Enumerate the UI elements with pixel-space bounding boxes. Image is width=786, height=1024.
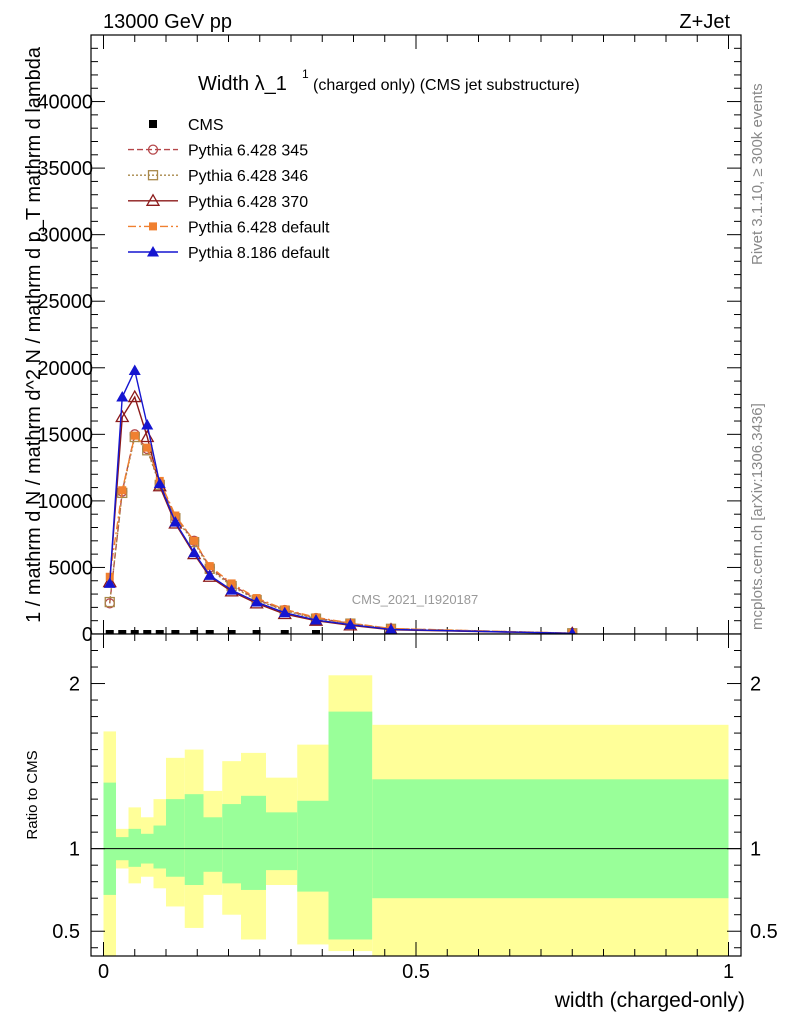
main-panel: 0 5000 10000 15000 20000 25000 30000 35000 40000… (37, 34, 742, 646)
data-point-py8 (169, 516, 182, 527)
main-ticks: 0 5000 10000 15000 20000 25000 30000 35000 40000 (37, 35, 741, 646)
data-point-py370 (115, 409, 130, 423)
ratio-band-inner (241, 795, 266, 890)
ratio-y-axis-label: Ratio to CMS (24, 750, 41, 839)
legend-marker-pydefault (149, 222, 157, 231)
data-point-py8 (250, 596, 263, 607)
data-point-py8 (128, 364, 141, 375)
data-point-pydefault (205, 562, 214, 571)
ratio-band-inner (166, 799, 185, 877)
ratio-band-inner (328, 711, 373, 940)
legend-label-py345: Pythia 6.428 345 (188, 143, 308, 160)
ratio-y-tick-label-right: 1 (750, 839, 761, 861)
data-point-pydefault (118, 486, 127, 495)
ratio-band-inner (372, 779, 729, 899)
ratio-band-inner (103, 782, 116, 895)
legend-marker-py345 (147, 144, 159, 155)
legend-marker-cms (149, 120, 157, 128)
data-point-pydefault (143, 443, 152, 452)
data-point-py8 (203, 569, 216, 580)
x-tick-label: 1 (723, 961, 734, 983)
data-point-py370 (127, 389, 142, 403)
legend-marker-py346 (147, 170, 159, 181)
main-y-tick-label: 35000 (37, 158, 93, 180)
main-y-tick-label: 30000 (37, 225, 93, 247)
mcplots-source-label: mcplots.cern.ch [arXiv:1306.3436] (749, 403, 766, 630)
data-point-py8 (278, 606, 291, 618)
main-series (102, 364, 580, 639)
ratio-band-inner (266, 812, 298, 871)
plot-title: Width λ_1 1 (charged only) (CMS jet subs… (198, 67, 580, 95)
title-superscript: 1 (302, 67, 309, 81)
main-y-tick-label: 15000 (37, 424, 93, 446)
main-y-tick-label: 10000 (37, 491, 93, 513)
title-main: Width λ_1 (198, 73, 287, 95)
data-point-py8 (188, 546, 201, 558)
data-point-pydefault (171, 511, 180, 520)
main-y-tick-label: 40000 (37, 92, 93, 114)
ratio-band-inner (203, 817, 223, 872)
ratio-band-inner (184, 794, 204, 885)
data-point-pydefault (130, 431, 139, 440)
x-axis-label: width (charged-only) (554, 989, 745, 1012)
analysis-watermark: CMS_2021_I1920187 (352, 592, 479, 607)
x-tick-label: 0 (98, 961, 109, 983)
main-y-tick-label: 25000 (37, 291, 93, 313)
series-py8 (103, 364, 579, 638)
data-point-py346 (104, 596, 115, 608)
ratio-band-inner (128, 828, 141, 867)
ratio-y-tick-label-left: 0.5 (52, 921, 80, 943)
ratio-band-inner (222, 804, 241, 884)
legend-label-cms: CMS (188, 117, 224, 134)
main-y-tick-label: 5000 (49, 557, 94, 579)
data-point-py8 (141, 419, 154, 430)
energy-label: 13000 GeV pp (103, 11, 232, 33)
main-plot-area (91, 35, 741, 634)
data-point-py8 (385, 623, 397, 634)
legend-label-py370: Pythia 6.428 370 (188, 194, 308, 211)
legend-label-py8: Pythia 8.186 default (188, 245, 330, 262)
x-tick-label: 0.5 (402, 961, 430, 983)
data-point-pydefault (227, 579, 236, 588)
ratio-y-tick-label-right: 2 (750, 674, 761, 696)
ratio-band-inner (297, 800, 329, 892)
main-y-tick-label: 0 (82, 624, 93, 646)
legend-marker-py370 (145, 193, 161, 206)
legend-label-py346: Pythia 6.428 346 (188, 168, 308, 185)
data-point-py8 (225, 584, 238, 595)
main-y-axis-label: 1 / mathrm d N / mathrm d^2 N / mathrm d… (23, 46, 45, 623)
ratio-ticks: 0.5 0.5 1 1 2 2 0 0.5 1 (52, 634, 778, 983)
data-point-pydefault (190, 536, 199, 545)
ratio-band-inner (153, 825, 166, 869)
data-point-py8 (153, 477, 166, 489)
data-point-py8 (103, 577, 116, 588)
ratio-bands (103, 675, 729, 956)
data-point-py8 (310, 614, 322, 625)
ratio-panel: 0.5 0.5 1 1 2 2 0 0.5 1 (52, 633, 778, 983)
ratio-y-tick-label-left: 2 (69, 674, 80, 696)
ratio-plot-frame (90, 633, 742, 957)
legend-label-pydefault: Pythia 6.428 default (188, 219, 330, 236)
process-label: Z+Jet (679, 11, 730, 33)
data-point-py8 (116, 391, 129, 402)
data-point-py8 (344, 618, 357, 630)
ratio-y-tick-label-right: 0.5 (750, 921, 778, 943)
legend-marker-py8 (147, 246, 159, 257)
title-subtitle: (charged only) (CMS jet substructure) (313, 77, 580, 94)
rivet-version-label: Rivet 3.1.10, ≥ 300k events (749, 83, 766, 265)
main-y-tick-label: 20000 (37, 358, 93, 380)
legend: CMS Pythia 6.428 345 Pythia 6.428 346 Pythi… (128, 117, 330, 262)
ratio-y-tick-label-left: 1 (69, 839, 80, 861)
